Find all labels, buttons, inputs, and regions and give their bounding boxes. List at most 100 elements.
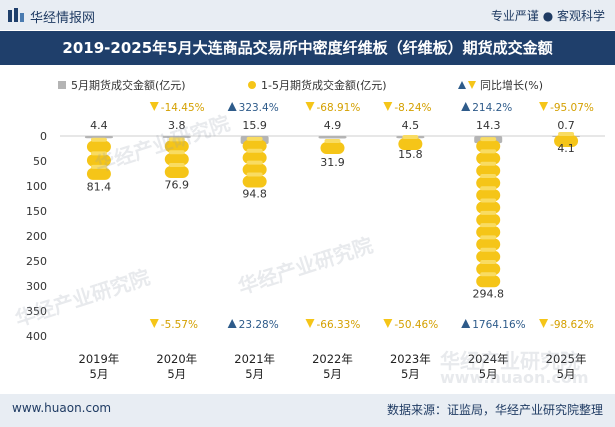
bar-cum-coin [476,226,501,239]
legend-label: 1-5月期货成交金额(亿元) [261,78,387,92]
x-tick-label-year: 2025年 [546,352,587,366]
bar-cum-coin [476,213,501,226]
bar-cum-coin [476,238,501,251]
bar-may [84,136,113,139]
legend-marker-growth [458,81,466,89]
x-tick-label-year: 2019年 [79,352,120,366]
bar-cum-coin-cap [480,198,497,203]
bar-cum-coin-cap [168,150,185,155]
bar-cum-coin-cap [90,137,107,142]
bar-cum-coin-cap [480,235,497,240]
y-tick-label: 150 [26,205,47,218]
data-label-may: 15.9 [242,119,267,132]
tagline: 专业严谨 ● 客观科学 [490,9,605,23]
bar-cum-coin-cap [480,186,497,191]
growth-cum-label: -66.33% [317,319,361,331]
bar-may [162,136,191,138]
footer-site: www.huaon.com [12,401,112,415]
bar-may [318,136,347,139]
bar-cum-coin [554,135,579,148]
bar-cum-coin [476,140,501,153]
x-tick-label-year: 2023年 [390,352,431,366]
bar-cum-coin-cap [90,151,107,156]
bar-cum-coin-cap [246,136,263,141]
growth-may-label: -8.24% [394,102,431,114]
growth-may-down-icon [149,102,159,111]
footer-source: 数据来源：证监局，华经产业研究院整理 [386,403,603,417]
bar-cum-coin-cap [480,259,497,264]
bar-cum-coin-cap [480,210,497,215]
bar-cum-coin [476,164,501,177]
x-tick-label-month: 5月 [401,367,420,381]
top-bar: 华经情报网 专业严谨 ● 客观科学 [0,0,615,30]
growth-cum-label: 23.28% [239,319,279,331]
data-label-cum: 4.1 [557,142,575,155]
bar-cum-coin-cap [402,134,419,139]
bar-cum-coin [476,275,501,288]
x-tick-label-month: 5月 [245,367,264,381]
watermark-4: 华经产业研究院 [440,349,580,373]
chart-area: 5月期货成交金额(亿元) 1-5月期货成交金额(亿元) 同比增长(%) 0 50 100 1… [26,78,605,381]
data-label-cum: 94.8 [242,187,267,200]
bar-cum-coin-cap [246,172,263,177]
data-label-may: 3.8 [168,119,186,132]
legend-marker-growth-down [468,81,476,89]
growth-cum-label: -98.62% [550,319,594,331]
growth-cum-label: 1764.16% [472,319,525,331]
data-label-cum: 81.4 [87,181,112,194]
bar-cum-coin [476,262,501,275]
x-tick-label-year: 2020年 [156,352,197,366]
growth-may-label: -95.07% [550,102,594,114]
bar-cum-coin [86,140,111,153]
legend-marker-cum [248,81,256,89]
bar-cum-coin [476,201,501,214]
legend-marker-may [58,81,66,89]
growth-may-down-icon [539,102,549,111]
legend-label: 5月期货成交金额(亿元) [71,78,186,92]
growth-cum-down-icon [149,319,159,328]
legend-label: 同比增长(%) [480,78,543,92]
x-tick-label-year: 2022年 [312,352,353,366]
bar-cum-coin-cap [168,137,185,142]
growth-may-down-icon [383,102,393,111]
bar-cum-coin [320,141,345,154]
bar-cum-coin-cap [168,163,185,168]
bar-cum-coin-cap [480,173,497,178]
data-label-cum: 294.8 [472,287,504,300]
growth-cum-down-icon [383,319,393,328]
growth-may-label: 323.4% [239,102,279,114]
bar-cum-coin-cap [558,132,575,137]
growth-may-label: 214.2% [472,102,512,114]
watermark-5: www.huaon.com [440,368,589,387]
growth-cum-up-icon [461,319,471,328]
growth-may-label: -14.45% [161,102,205,114]
x-tick-label-year: 2024年 [468,352,509,366]
data-label-may: 4.5 [402,119,420,132]
data-label-may: 4.4 [90,119,108,132]
data-label-may: 4.9 [324,119,342,132]
data-label-cum: 31.9 [320,156,345,169]
x-tick-label-month: 5月 [557,367,576,381]
growth-may-label: -68.91% [317,102,361,114]
footer-bar [0,394,615,427]
brand-name: 华经情报网 [30,11,96,26]
data-label-cum: 76.9 [165,178,190,191]
bar-cum-coin-cap [246,148,263,153]
logo-icon [8,8,24,22]
data-label-cum: 15.8 [398,148,423,161]
growth-cum-label: -5.57% [161,319,198,331]
bar-cum-coin [164,166,189,179]
growth-may-down-icon [305,102,315,111]
bar-cum-coin-cap [90,164,107,169]
growth-cum-label: -50.46% [394,319,438,331]
bar-cum-coin-cap [480,223,497,228]
y-tick-label: 350 [26,305,47,318]
growth-cum-down-icon [539,319,549,328]
y-tick-label: 300 [26,280,47,293]
data-label-may: 14.3 [476,119,501,132]
bar-cum-coin [476,152,501,165]
y-tick-label: 400 [26,330,47,343]
x-tick-label-month: 5月 [167,367,186,381]
bar-cum-coin [476,250,501,263]
bar-cum-coin-cap [246,160,263,165]
